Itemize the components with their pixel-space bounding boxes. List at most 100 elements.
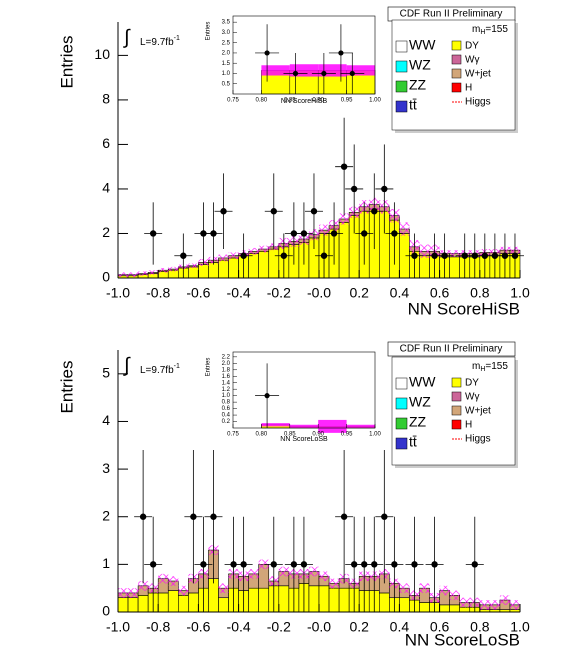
uncertainty-band [188, 263, 199, 268]
data-point [411, 561, 418, 568]
integral-sign: ∫ [123, 354, 131, 376]
histogram-bar [228, 257, 239, 279]
legend-swatch [451, 419, 462, 430]
lumi-label: L=9.7fb-1 [140, 35, 180, 48]
data-point [300, 561, 308, 568]
histogram-bar [167, 590, 179, 613]
histogram-bar [419, 255, 430, 279]
histogram-bar [278, 585, 290, 613]
data-point [330, 230, 338, 237]
x-tick-label: 0.8 [470, 619, 490, 635]
inset-band [261, 423, 290, 427]
histogram-bar [338, 222, 350, 279]
y-tick-label: 6 [102, 135, 110, 151]
uncertainty-band [479, 600, 490, 610]
legend-swatch [451, 391, 462, 402]
legend-label: ZZ [409, 77, 427, 93]
uncertainty-band [399, 583, 410, 593]
inset-y-tick-label: 0.6 [222, 406, 231, 412]
histogram-bar [218, 259, 229, 279]
inset-x-label: NN ScoreHiSB [281, 98, 328, 105]
histogram-bar [258, 250, 270, 279]
uncertainty-band [278, 566, 289, 577]
data-point [391, 561, 398, 568]
inset-x-tick-label: 0.80 [256, 98, 268, 104]
inset-frame [232, 15, 376, 95]
x-axis-label: NN ScoreLoSB [405, 630, 520, 649]
legend-swatch [395, 437, 408, 450]
x-tick-label: 1.0 [510, 285, 530, 301]
histogram-bar [439, 604, 450, 613]
y-tick-label: 10 [94, 46, 110, 62]
legend-label: WW [409, 37, 436, 53]
data-point [350, 561, 358, 568]
inset-y-tick-label: 1.4 [222, 380, 231, 386]
inset-y-tick-label: 1.0 [222, 71, 231, 77]
inset-x-tick-label: 0.95 [341, 432, 353, 438]
x-tick-label: -0.4 [227, 619, 251, 635]
y-tick-label: 4 [102, 180, 110, 196]
legend-swatch [451, 405, 462, 416]
uncertainty-band [138, 271, 149, 276]
x-tick-label: 0.4 [390, 285, 410, 301]
inset-band [318, 419, 347, 433]
legend-swatch [451, 82, 462, 93]
inset-y-tick-label: 1.6 [222, 374, 231, 380]
integral-sign: ∫ [123, 26, 131, 48]
data-point [431, 561, 438, 568]
data-point [280, 252, 288, 259]
uncertainty-band [459, 597, 470, 608]
legend-swatch [395, 80, 408, 93]
inset-y-tick-label: 0.5 [222, 81, 231, 87]
y-tick-label: 0 [102, 269, 110, 285]
data-point [190, 513, 197, 520]
uncertainty-band [339, 213, 350, 225]
data-point [340, 513, 348, 520]
legend-label: Wγ [465, 55, 479, 66]
legend-swatch [451, 54, 462, 65]
inset-band [346, 65, 375, 76]
mass-m: m [472, 361, 480, 372]
inset-y-tick-label: 0.2 [222, 419, 231, 425]
uncertainty-band [329, 578, 340, 589]
inset: 0.5 1.0 1.5 2.0 2.5 3.0 3.5 0.75 0.80 0.85 0.90 0.9… [200, 8, 385, 105]
lumi-text: L=9.7fb [140, 37, 174, 48]
inset-x-tick-label: 1.00 [369, 98, 381, 104]
inset-y-tick-label: 2.0 [222, 51, 231, 57]
data-point [220, 208, 227, 215]
uncertainty-band [248, 247, 259, 255]
data-point [310, 208, 318, 215]
histogram-bar [188, 266, 199, 279]
legend-label: Higgs [465, 434, 491, 445]
uncertainty-band [158, 573, 169, 584]
inset-x-tick-label: 1.00 [369, 432, 381, 438]
legend-swatch [451, 68, 462, 79]
inset-x-tick-label: 0.75 [227, 98, 239, 104]
inset-y-tick-label: 1.0 [222, 393, 231, 399]
inset-box [200, 345, 385, 440]
x-tick-label: -1.0 [106, 285, 130, 301]
x-tick-label: 0.2 [349, 619, 369, 635]
inset-y-tick-label: 1.8 [222, 367, 231, 373]
legend-swatch [451, 377, 462, 388]
data-point [511, 252, 519, 259]
histogram-bar [449, 256, 460, 279]
legend-swatch [395, 397, 408, 410]
inset-band [261, 65, 290, 76]
y-tick-label: 5 [102, 365, 110, 381]
histogram-bar [137, 595, 149, 613]
uncertainty-band [248, 569, 259, 579]
mass-rest: =155 [485, 361, 508, 372]
inset-frame [232, 351, 376, 429]
data-point [340, 163, 348, 170]
inset-point [264, 393, 270, 399]
inset-y-tick-label: 1.2 [222, 387, 231, 393]
legend-label: DY [465, 41, 479, 52]
data-point [431, 252, 438, 259]
y-tick-label: 2 [102, 507, 110, 523]
histogram-bar [248, 253, 259, 279]
uncertainty-band [449, 590, 460, 601]
histogram-bar [399, 597, 410, 613]
data-point [240, 561, 247, 568]
histogram-bar [198, 264, 209, 279]
